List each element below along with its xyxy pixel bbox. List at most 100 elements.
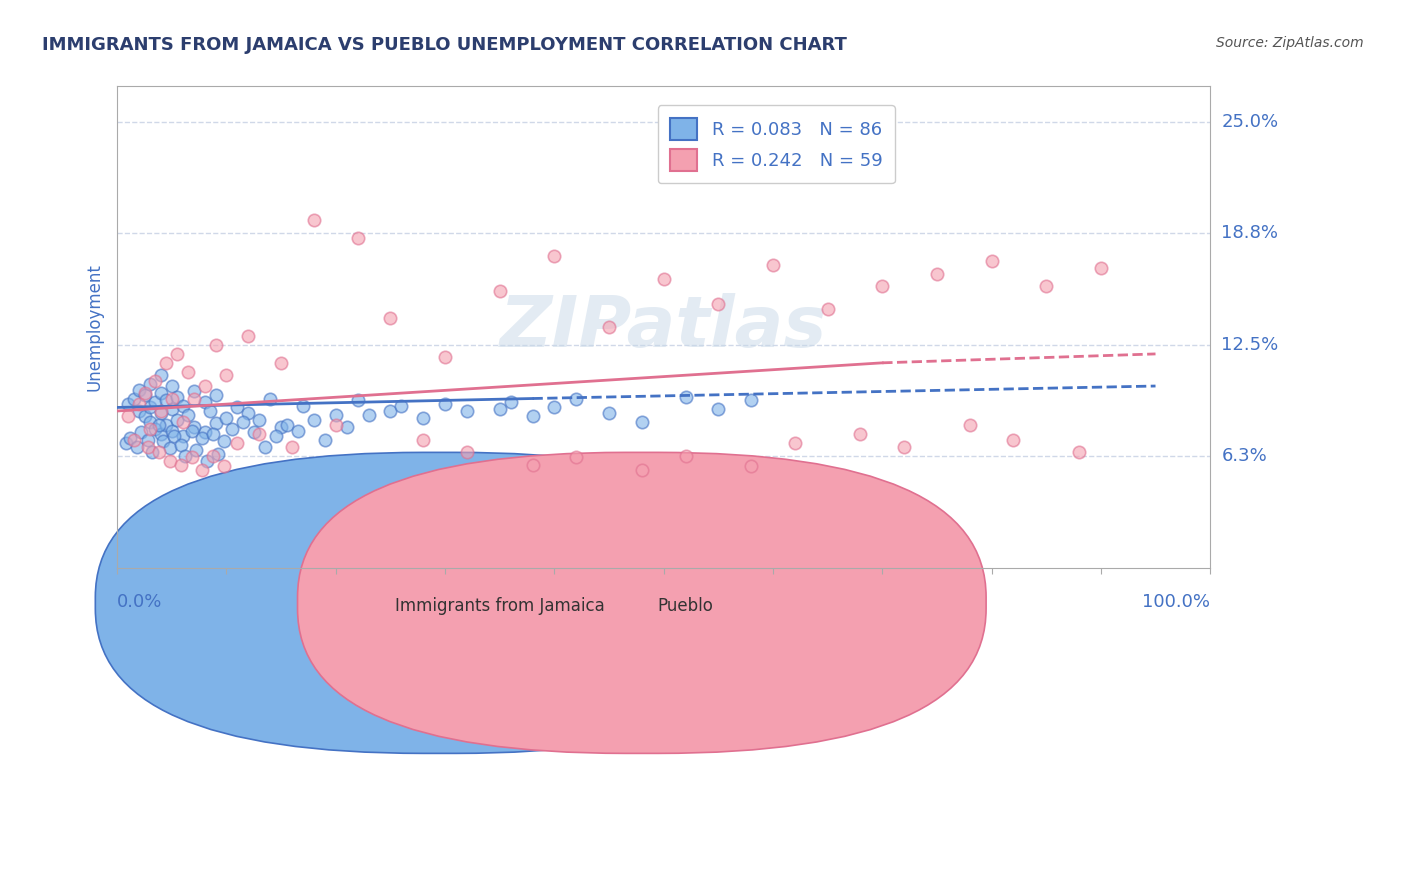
Point (740, 393, 762, 408)
Point (174, 449, 197, 463)
Point (122, 392, 145, 406)
Point (292, 399, 315, 413)
Point (155, 393, 177, 408)
Point (456, 404, 478, 418)
Point (1035, 279, 1057, 293)
Point (204, 388, 226, 402)
Point (849, 427, 872, 442)
Point (155, 418, 177, 433)
Y-axis label: Unemployment: Unemployment (86, 263, 103, 391)
Point (215, 368, 238, 383)
Text: 25.0%: 25.0% (1222, 113, 1278, 131)
Text: Source: ZipAtlas.com: Source: ZipAtlas.com (1216, 36, 1364, 50)
Point (389, 399, 412, 413)
Point (598, 406, 620, 420)
Point (270, 356, 292, 370)
Point (925, 267, 948, 281)
Point (243, 425, 266, 440)
Point (214, 459, 236, 474)
Point (1067, 445, 1090, 459)
Text: 0.0%: 0.0% (117, 593, 163, 611)
Point (232, 415, 254, 429)
Point (149, 368, 172, 383)
Point (380, 311, 402, 326)
Point (180, 450, 202, 465)
Point (652, 272, 675, 286)
Point (122, 433, 145, 447)
Point (357, 408, 380, 422)
Point (434, 397, 457, 411)
Point (707, 297, 730, 311)
Point (456, 445, 478, 459)
FancyBboxPatch shape (298, 452, 986, 754)
Point (145, 374, 167, 388)
Point (120, 431, 142, 445)
Point (159, 454, 181, 468)
Point (522, 409, 544, 424)
Point (183, 384, 205, 399)
Point (204, 417, 226, 431)
Point (139, 377, 162, 392)
Point (159, 442, 181, 456)
Point (959, 418, 981, 433)
Point (149, 404, 172, 418)
Point (238, 406, 260, 420)
Point (565, 392, 588, 406)
Point (630, 415, 652, 429)
Text: 6.3%: 6.3% (1222, 447, 1267, 465)
Point (302, 413, 325, 427)
Point (145, 422, 167, 436)
Point (543, 401, 565, 415)
Point (707, 402, 730, 417)
Point (598, 320, 620, 334)
Point (194, 379, 217, 393)
Point (346, 231, 368, 245)
Point (488, 285, 510, 299)
Point (117, 409, 139, 424)
Text: 100.0%: 100.0% (1142, 593, 1211, 611)
Point (287, 424, 309, 438)
Point (1090, 261, 1112, 276)
Point (155, 356, 177, 370)
Point (336, 420, 359, 434)
Point (172, 429, 194, 443)
Point (191, 463, 214, 477)
Point (141, 445, 163, 459)
Point (762, 258, 785, 272)
Point (128, 383, 150, 397)
Point (783, 436, 806, 450)
FancyBboxPatch shape (96, 452, 785, 754)
Point (184, 443, 207, 458)
Point (172, 415, 194, 429)
Point (194, 425, 217, 440)
Point (499, 395, 522, 409)
Point (630, 463, 652, 477)
Point (166, 390, 188, 404)
Point (129, 425, 152, 440)
Point (325, 408, 347, 422)
Point (160, 392, 183, 406)
Point (214, 434, 236, 449)
Point (204, 338, 226, 352)
Point (134, 386, 156, 401)
Point (221, 422, 243, 436)
Point (145, 395, 167, 409)
Point (253, 440, 276, 454)
Point (565, 450, 588, 465)
Point (163, 429, 186, 443)
Point (325, 418, 347, 433)
Text: ZIPatlas: ZIPatlas (501, 293, 827, 361)
Point (264, 429, 287, 443)
Point (148, 445, 170, 459)
Point (215, 411, 238, 425)
Point (1002, 433, 1025, 447)
Point (259, 392, 281, 406)
Point (543, 249, 565, 263)
Point (128, 404, 150, 418)
Point (152, 434, 174, 449)
Point (160, 424, 183, 438)
Legend: R = 0.083   N = 86, R = 0.242   N = 59: R = 0.083 N = 86, R = 0.242 N = 59 (658, 105, 896, 184)
Point (136, 440, 159, 454)
Point (180, 424, 202, 438)
Point (740, 459, 762, 474)
